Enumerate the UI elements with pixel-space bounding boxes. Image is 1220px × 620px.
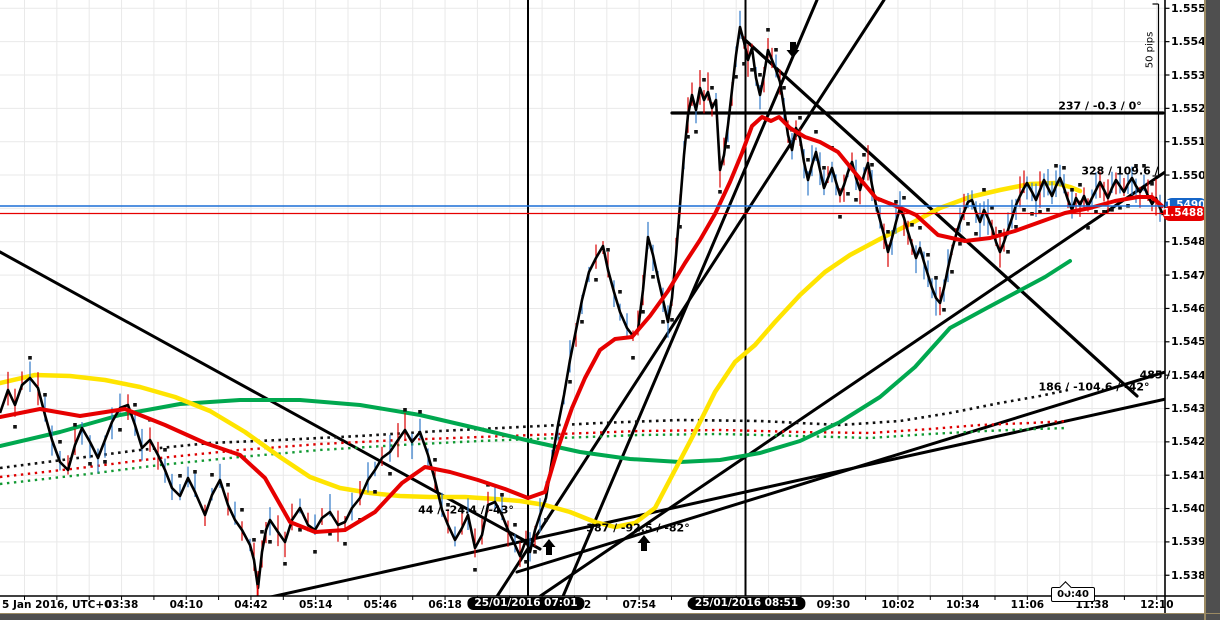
down-arrow-marker	[786, 42, 800, 58]
bar-countdown-timer: 00:40	[1051, 587, 1095, 602]
last-price-badge: 1.54885	[1163, 205, 1211, 221]
dotted-ma-black	[0, 388, 1069, 470]
time-axis-label: 05:14	[298, 599, 333, 611]
time-axis-label: 06:18	[428, 599, 462, 611]
dotted-ma-green	[0, 426, 1069, 486]
measure-label: 44 / -24.4 / -43°	[418, 503, 514, 517]
time-axis-label: 12:10	[1140, 599, 1174, 611]
time-axis-label: 09:30	[816, 599, 851, 611]
measure-label: 237 / -0.3 / 0°	[1058, 99, 1142, 113]
time-axis-label: 05:46	[363, 599, 398, 611]
time-axis-label: 04:10	[169, 599, 204, 611]
window-edge-bottom	[0, 614, 1220, 620]
time-axis-label: 07:54	[622, 599, 656, 611]
trendline	[561, 0, 819, 596]
window-edge-bottom-highlight	[0, 612, 1220, 614]
session-date-badge: 25/01/2016 07:01	[467, 597, 585, 610]
time-axis-label: 10:02	[881, 599, 915, 611]
window-edge-right-highlight	[1204, 0, 1206, 620]
time-axis-label: 04:42	[234, 599, 268, 611]
window-edge-right	[1206, 0, 1220, 620]
ma-green	[0, 259, 1072, 464]
up-arrow-marker	[637, 535, 651, 551]
trendline	[537, 170, 1165, 596]
measure-label: 328 / 109.6 /	[1081, 164, 1159, 178]
time-axis-label: 11:06	[1010, 599, 1045, 611]
measure-label: 186 / -104.6 / -42°	[1038, 380, 1150, 394]
sar-dots	[13, 28, 1154, 572]
measure-label: 387 / -92.5 / -82°	[586, 521, 690, 535]
ma-red	[0, 115, 1164, 534]
up-arrow-marker	[542, 539, 556, 555]
time-axis-label: 03:38	[104, 599, 139, 611]
chart-date-utc-label: 5 Jan 2016, UTC+0	[2, 599, 112, 611]
measure-label: 485 /	[1139, 368, 1171, 382]
pips-measure-bracket	[1152, 3, 1160, 177]
time-axis-label: 11:38	[1075, 599, 1109, 611]
time-axis-label: 10:34	[945, 599, 980, 611]
trendline	[741, 36, 1139, 398]
trendline	[268, 397, 1165, 596]
session-date-badge: 25/01/2016 08:51	[687, 597, 806, 610]
price-line	[0, 25, 1165, 590]
trendline	[515, 370, 1165, 574]
plot-area	[0, 0, 1165, 596]
